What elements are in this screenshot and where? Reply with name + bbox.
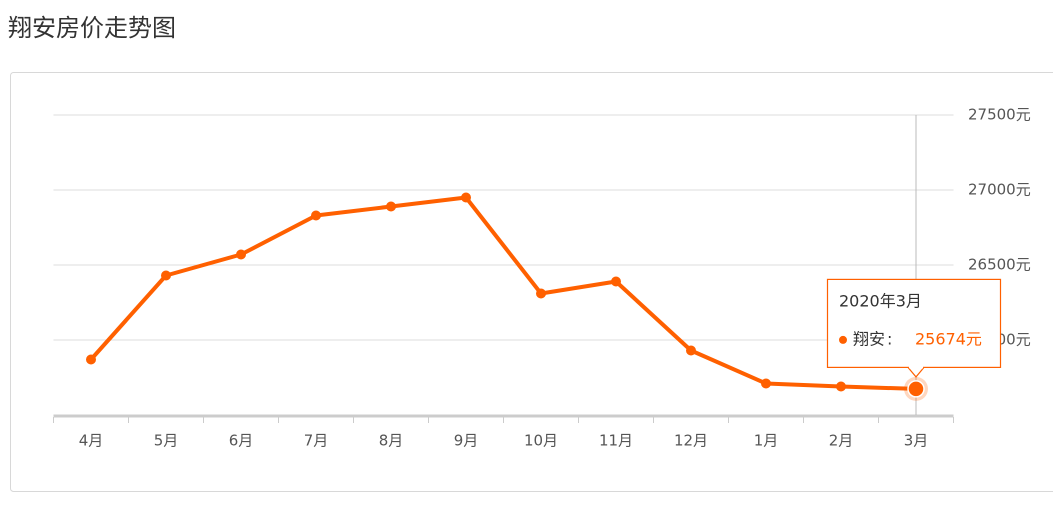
x-tick-label: 6月 [229,432,254,450]
tooltip-series-name: 翔安 [853,329,885,348]
y-tick-label: 27000元 [968,181,1031,199]
x-tick-label: 11月 [599,432,633,450]
tooltip-value: 25674元 [915,329,982,348]
x-tick-label: 5月 [154,432,179,450]
y-tick-label: 27500元 [968,106,1031,124]
point [236,250,246,260]
point [311,211,321,221]
y-tick-label: 26500元 [968,256,1031,274]
x-tick-label: 8月 [379,432,404,450]
page-title: 翔安房价走势图 [8,14,176,42]
point [761,379,771,389]
point [686,346,696,356]
x-tick-label: 9月 [454,432,479,450]
x-tick-label: 10月 [524,432,558,450]
point [86,355,96,365]
x-tick-label: 3月 [904,432,929,450]
point [836,382,846,392]
point [611,277,621,287]
point [386,202,396,212]
x-tick-label: 12月 [674,432,708,450]
point [161,271,171,281]
point [908,381,924,397]
point [461,193,471,203]
x-tick-label: 7月 [304,432,329,450]
x-tick-label: 1月 [754,432,779,450]
tooltip-colon: : [887,329,892,348]
x-tick-label: 2月 [829,432,854,450]
tooltip-dot [839,336,847,344]
x-tick-label: 4月 [79,432,104,450]
tooltip-title: 2020年3月 [839,291,922,310]
point [536,289,546,299]
